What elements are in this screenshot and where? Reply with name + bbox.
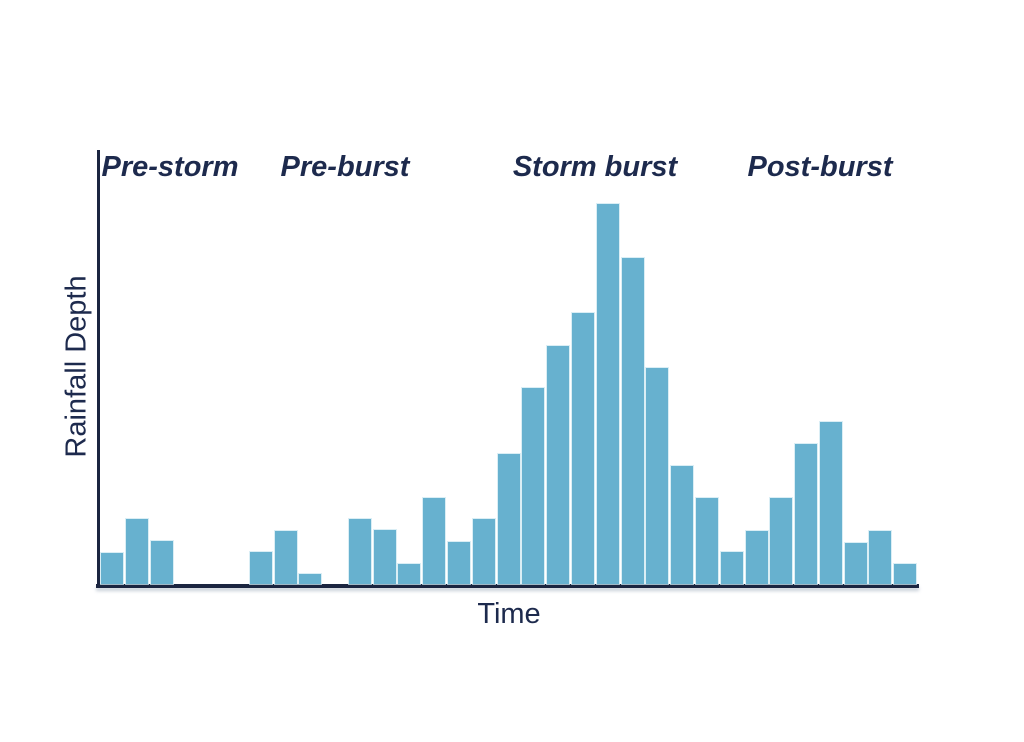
bar [348, 519, 371, 584]
bar [125, 519, 148, 584]
bar [795, 444, 818, 584]
bar [770, 498, 793, 584]
y-axis-title: Rainfall Depth [60, 275, 93, 458]
bar [101, 553, 123, 584]
bar [150, 541, 173, 584]
phase-label-post-burst: Post-burst [747, 151, 893, 183]
bar [572, 313, 594, 584]
phase-label-storm-burst: Storm burst [512, 151, 678, 183]
bar [894, 564, 917, 584]
bar [547, 346, 570, 584]
y-axis-line [97, 150, 100, 588]
bar [596, 204, 619, 584]
bar [720, 552, 743, 584]
bar [869, 531, 892, 584]
bar [844, 543, 867, 584]
bar [423, 498, 446, 584]
bar [373, 530, 396, 584]
bar [249, 552, 272, 584]
bar [398, 564, 421, 584]
bar [274, 531, 297, 584]
phase-label-pre-burst: Pre-burst [280, 151, 410, 183]
bar [522, 388, 545, 584]
bar [671, 466, 694, 584]
bar [745, 531, 768, 584]
bar [646, 368, 669, 584]
phase-label-pre-storm: Pre-storm [101, 151, 239, 183]
bar [497, 454, 520, 584]
bar [299, 574, 322, 584]
bar [621, 258, 644, 584]
x-axis-title: Time [477, 598, 541, 630]
bar [448, 542, 471, 584]
bar [695, 498, 718, 584]
bar [472, 519, 495, 584]
bar [819, 422, 842, 584]
x-axis-line [96, 584, 919, 588]
